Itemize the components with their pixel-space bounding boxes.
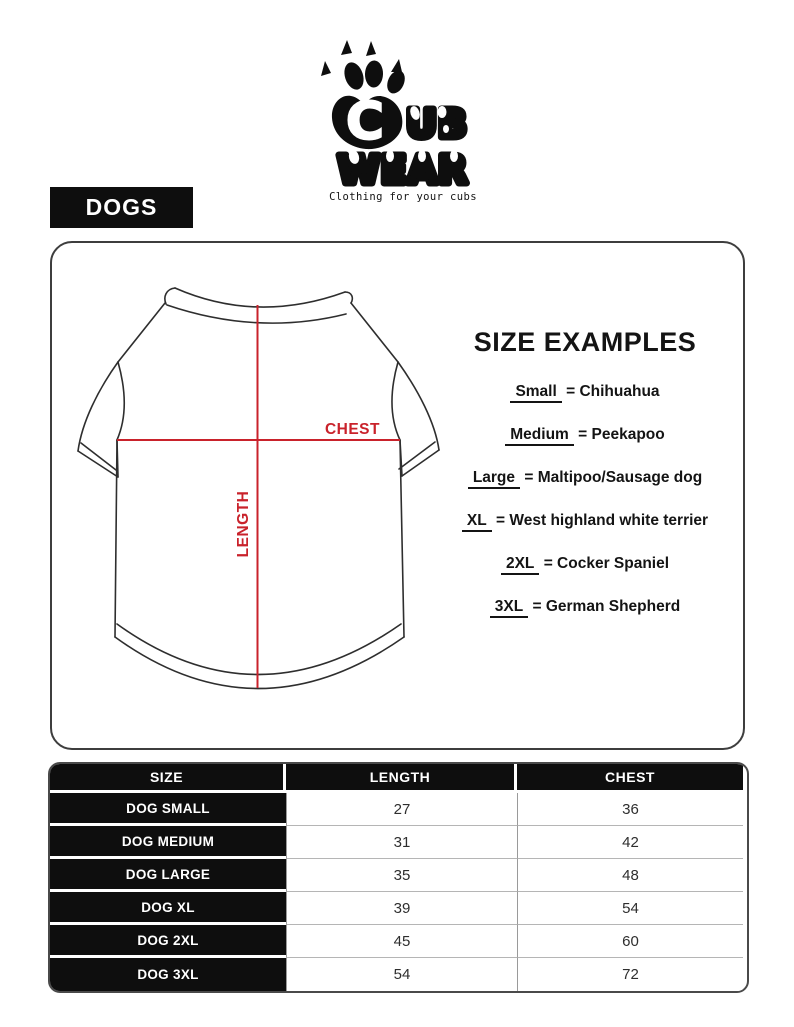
size-table: SIZE LENGTH CHEST DOG SMALL 27 36 DOG MEDIUM 31… [48,762,749,993]
table-chest-cell: 54 [517,892,743,925]
length-label: LENGTH [235,491,252,558]
size-example-item: Large = Maltipoo/Sausage dog [448,468,722,489]
table-size-cell: DOG SMALL [50,793,286,826]
paw-icon [321,40,405,150]
size-example-item: 3XL = German Shepherd [448,597,722,618]
size-example-item: Small = Chihuahua [448,382,722,403]
table-length-cell: 39 [286,892,517,925]
size-examples-list: Small = Chihuahua Medium = Peekapoo Large … [448,382,722,618]
table-chest-cell: 60 [517,925,743,958]
size-example-term: 3XL [489,598,529,618]
size-example-item: XL = West highland white terrier [448,511,722,532]
chest-label: CHEST [325,421,380,438]
table-header-length: LENGTH [286,764,517,793]
cub-wear-logo: C UB WEAR Clothing for your cubs [321,40,477,203]
size-example-value: = Cocker Spaniel [539,555,670,572]
table-chest-cell: 36 [517,793,743,826]
size-example-term: XL [461,512,492,532]
brand-letter-c: C [346,92,384,152]
size-example-value: = Maltipoo/Sausage dog [520,469,703,486]
size-example-value: = Peekapoo [573,426,665,443]
table-size-cell: DOG MEDIUM [50,826,286,859]
brand-tagline: Clothing for your cubs [329,191,477,203]
tshirt-outline [77,287,440,690]
table-chest-cell: 48 [517,859,743,892]
table-chest-cell: 42 [517,826,743,859]
size-guide-panel: CHEST LENGTH SIZE EXAMPLES Small = Chihu… [50,241,745,750]
size-examples-section: SIZE EXAMPLES Small = Chihuahua Medium = … [448,326,722,618]
size-example-value: = West highland white terrier [491,512,709,529]
bubble-highlights [348,106,458,164]
table-size-cell: DOG 3XL [50,958,286,991]
tshirt-measurement-diagram: CHEST LENGTH [77,287,440,690]
table-length-cell: 45 [286,925,517,958]
size-example-term: Large [467,469,521,489]
size-example-item: 2XL = Cocker Spaniel [448,554,722,575]
table-header-chest: CHEST [517,764,743,793]
table-size-cell: DOG XL [50,892,286,925]
table-length-cell: 27 [286,793,517,826]
table-length-cell: 35 [286,859,517,892]
size-example-value: = German Shepherd [528,598,681,615]
size-examples-title: SIZE EXAMPLES [473,327,697,357]
table-length-cell: 54 [286,958,517,991]
category-badge: DOGS [50,187,193,228]
table-size-cell: DOG 2XL [50,925,286,958]
table-chest-cell: 72 [517,958,743,991]
table-length-cell: 31 [286,826,517,859]
category-badge-label: DOGS [85,194,158,220]
size-example-term: Small [510,383,562,403]
table-size-cell: DOG LARGE [50,859,286,892]
size-example-item: Medium = Peekapoo [448,425,722,446]
table-header-size: SIZE [50,764,286,793]
size-example-value: = Chihuahua [561,383,660,400]
measurement-lines [117,305,400,688]
size-example-term: Medium [505,426,574,446]
size-example-term: 2XL [500,555,540,575]
